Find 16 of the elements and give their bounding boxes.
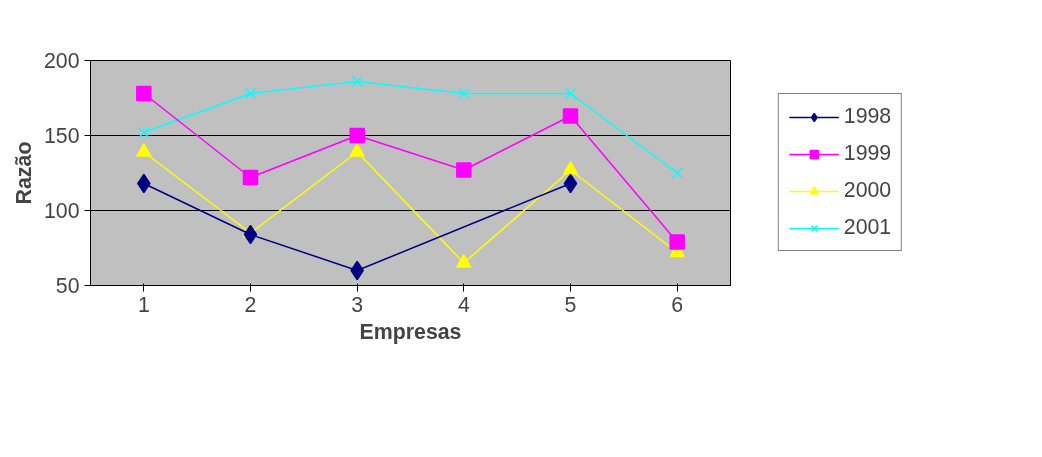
y-tick-label: 100: [43, 199, 80, 223]
legend-label: 2000: [843, 178, 892, 203]
legend-label: 2001: [843, 215, 892, 240]
x-tick-label: 1: [137, 292, 150, 317]
y-tick-label: 200: [43, 49, 80, 73]
x-tick-label: 3: [351, 292, 364, 317]
legend-label: 1999: [843, 141, 892, 166]
x-tick-label: 4: [457, 292, 470, 317]
legend-label: 1998: [843, 104, 892, 129]
y-tick-label: 50: [55, 274, 80, 298]
y-tick-label: 150: [43, 124, 80, 148]
x-axis-title: Empresas: [359, 319, 462, 344]
x-tick-label: 2: [244, 292, 257, 317]
y-axis-title: Razão: [11, 141, 36, 205]
x-tick-label: 5: [564, 292, 577, 317]
x-tick-label: 6: [671, 292, 684, 317]
